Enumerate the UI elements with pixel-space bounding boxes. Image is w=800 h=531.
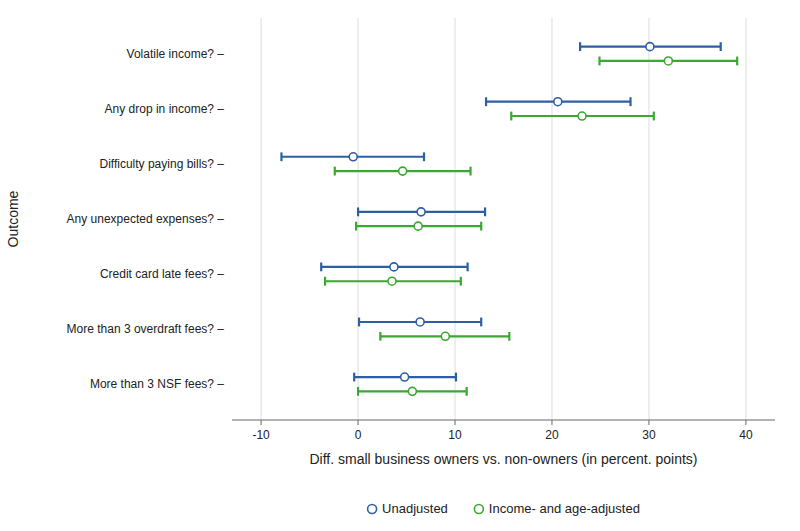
error-cap-low — [320, 263, 322, 272]
error-cap-high — [720, 42, 722, 51]
point — [646, 43, 654, 51]
x-axis: -10 0 10 20 30 40 — [232, 420, 775, 442]
grid-line — [261, 18, 262, 420]
background — [0, 0, 800, 531]
y-tick-label: More than 3 overdraft fees? – — [67, 322, 225, 336]
x-tick — [745, 420, 746, 425]
error-cap-high — [736, 57, 738, 66]
x-tick — [261, 420, 262, 425]
error-cap-high — [480, 222, 482, 231]
legend-label: Income- and age-adjusted — [489, 501, 640, 516]
y-axis-label: Outcome — [5, 190, 21, 247]
error-cap-high — [484, 207, 486, 216]
x-tick — [455, 420, 456, 425]
x-tick-label: 20 — [545, 428, 559, 442]
grid-line — [551, 18, 552, 420]
error-cap-low — [579, 42, 581, 51]
point — [401, 373, 409, 381]
error-cap-low — [357, 387, 359, 396]
point — [554, 98, 562, 106]
x-tick — [648, 420, 649, 425]
legend-label: Unadjusted — [382, 501, 448, 516]
point — [441, 332, 449, 340]
error-cap-low — [357, 207, 359, 216]
y-tick-label: Any drop in income? – — [105, 102, 225, 116]
error-cap-high — [466, 387, 468, 396]
grid-line — [358, 18, 359, 420]
point — [417, 208, 425, 216]
grid — [261, 18, 746, 420]
x-tick — [358, 420, 359, 425]
error-cap-low — [485, 97, 487, 106]
error-cap-low — [598, 57, 600, 66]
grid-line — [648, 18, 649, 420]
error-cap-low — [280, 152, 282, 161]
error-cap-high — [460, 277, 462, 286]
y-axis: Volatile income? – Any drop in income? – D… — [67, 47, 225, 391]
point — [349, 153, 357, 161]
y-tick-label: Credit card late fees? – — [100, 267, 224, 281]
chart-svg: -10 0 10 20 30 40 Diff. small business owners … — [0, 0, 800, 531]
error-cap-low — [334, 167, 336, 176]
grid-line — [455, 18, 456, 420]
error-cap-high — [455, 373, 457, 382]
error-cap-low — [510, 112, 512, 121]
point — [390, 263, 398, 271]
point — [414, 222, 422, 230]
legend-item: Income- and age-adjusted — [474, 501, 640, 516]
legend-item: Unadjusted — [368, 501, 448, 516]
legend-marker — [474, 505, 483, 514]
error-cap-high — [508, 332, 510, 341]
x-axis-line — [232, 420, 775, 421]
error-cap-high — [480, 318, 482, 327]
y-tick-label: Volatile income? – — [127, 47, 225, 61]
x-tick-label: 30 — [642, 428, 656, 442]
point — [399, 167, 407, 175]
series — [281, 42, 720, 381]
legend-marker — [368, 505, 377, 514]
error-cap-low — [355, 222, 357, 231]
y-tick-label: Difficulty paying bills? – — [99, 157, 224, 171]
series — [325, 57, 737, 396]
error-cap-high — [423, 152, 425, 161]
error-cap-high — [653, 112, 655, 121]
error-cap-low — [353, 373, 355, 382]
chart-container: -10 0 10 20 30 40 Diff. small business owners … — [0, 0, 800, 531]
point — [408, 387, 416, 395]
legend: Unadjusted Income- and age-adjusted — [368, 501, 640, 516]
x-tick-label: 10 — [448, 428, 462, 442]
y-tick-label: Any unexpected expenses? – — [67, 212, 225, 226]
error-cap-high — [469, 167, 471, 176]
x-axis-label: Diff. small business owners vs. non-owne… — [309, 451, 697, 467]
point — [388, 277, 396, 285]
error-cap-low — [379, 332, 381, 341]
y-tick-label: More than 3 NSF fees? – — [90, 377, 224, 391]
x-tick — [551, 420, 552, 425]
marks — [281, 42, 737, 396]
x-tick-label: 40 — [739, 428, 753, 442]
grid-line — [745, 18, 746, 420]
x-tick-label: -10 — [252, 428, 270, 442]
point — [416, 318, 424, 326]
error-cap-high — [467, 263, 469, 272]
x-tick-label: 0 — [355, 428, 362, 442]
error-cap-low — [358, 318, 360, 327]
point — [664, 57, 672, 65]
error-cap-low — [324, 277, 326, 286]
point — [578, 112, 586, 120]
error-cap-high — [629, 97, 631, 106]
